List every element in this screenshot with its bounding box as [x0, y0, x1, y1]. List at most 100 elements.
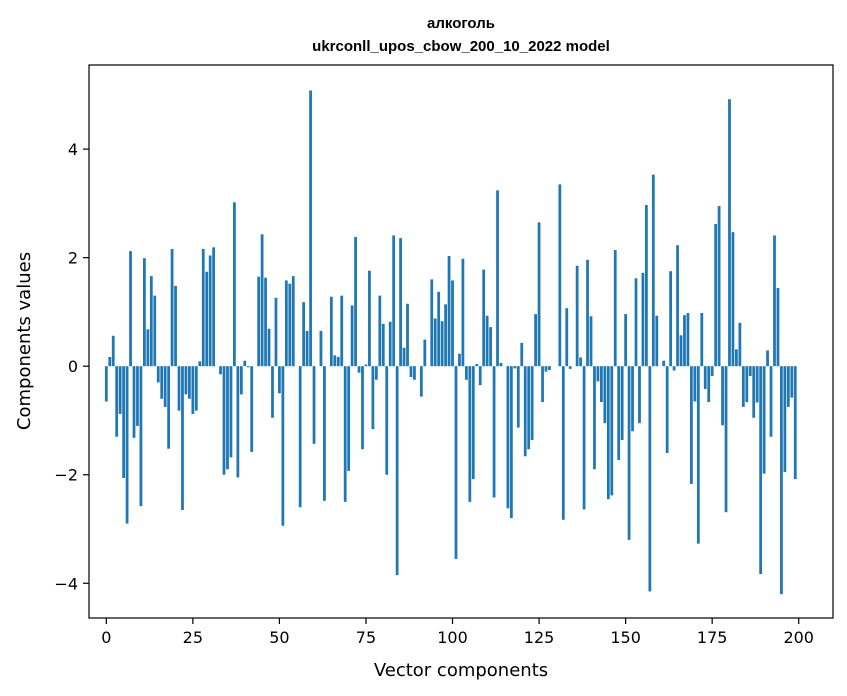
bar: [156, 366, 160, 383]
bar: [471, 366, 475, 480]
bar: [381, 323, 385, 367]
bar: [364, 364, 368, 367]
bar: [627, 366, 631, 540]
bar: [530, 366, 534, 440]
bar: [662, 360, 666, 367]
bar: [388, 321, 392, 367]
bar: [786, 366, 790, 407]
bar: [464, 366, 468, 380]
bar: [205, 271, 209, 367]
bar: [392, 235, 396, 367]
bar: [714, 224, 718, 367]
bar: [419, 366, 423, 397]
bar: [167, 366, 171, 449]
bar: [246, 366, 250, 368]
bar: [181, 366, 184, 510]
bar: [731, 232, 735, 367]
bar: [264, 277, 267, 367]
bar: [696, 366, 700, 544]
bar: [108, 356, 112, 367]
bar: [208, 255, 212, 367]
bar: [437, 291, 441, 367]
bar: [568, 366, 572, 369]
bars-group: [104, 90, 797, 595]
bar: [371, 366, 375, 430]
bar: [222, 366, 226, 475]
bar: [139, 366, 143, 507]
bar: [631, 366, 634, 432]
bar: [291, 276, 295, 367]
bar: [679, 335, 683, 367]
bar: [492, 366, 496, 498]
bar: [184, 366, 188, 395]
bar: [520, 342, 524, 367]
bar: [343, 366, 347, 502]
bar: [329, 296, 333, 367]
bar: [132, 366, 136, 438]
bar: [198, 361, 202, 367]
bar: [170, 248, 174, 367]
bar: [641, 272, 645, 367]
bar: [624, 314, 628, 367]
bar: [340, 295, 344, 367]
bar: [385, 366, 389, 475]
bar: [399, 238, 402, 367]
bar: [741, 366, 745, 407]
bar: [201, 248, 205, 367]
bar: [648, 366, 652, 592]
bar: [361, 366, 364, 450]
bar: [350, 305, 354, 367]
x-tick-label: 75: [356, 628, 376, 647]
bar: [378, 295, 382, 367]
x-tick-label: 175: [697, 628, 728, 647]
x-tick-label: 125: [524, 628, 555, 647]
bar: [413, 366, 416, 380]
bar: [212, 247, 216, 367]
bar: [589, 316, 593, 367]
bar: [766, 350, 769, 367]
bar: [593, 366, 596, 470]
bar: [683, 315, 686, 367]
bar: [191, 366, 195, 414]
bar: [136, 366, 139, 426]
bar: [482, 269, 486, 367]
bar: [163, 366, 167, 407]
bar: [374, 366, 378, 380]
bar: [603, 366, 607, 424]
bar: [790, 366, 794, 398]
bar: [724, 366, 728, 513]
bar: [423, 339, 427, 367]
bar: [565, 308, 569, 367]
bar: [115, 366, 119, 437]
y-tick-label: −4: [54, 574, 78, 593]
bar: [129, 251, 132, 367]
bar: [478, 366, 482, 386]
bar: [281, 366, 285, 526]
bar: [461, 258, 465, 367]
bar: [738, 322, 742, 367]
bar: [233, 202, 236, 367]
bar: [433, 318, 437, 367]
bar: [523, 366, 527, 457]
bar: [409, 366, 413, 378]
bar: [561, 366, 565, 520]
bar: [745, 366, 749, 403]
bar: [260, 234, 264, 367]
bar: [368, 270, 371, 367]
bar: [305, 330, 309, 367]
x-axis-label: Vector components: [374, 660, 548, 681]
bar: [177, 366, 181, 411]
x-tick-label: 50: [269, 628, 289, 647]
bar: [153, 295, 157, 367]
bar: [354, 237, 357, 367]
bar: [527, 366, 531, 450]
bar: [600, 366, 603, 403]
bar: [274, 297, 278, 367]
bar: [728, 99, 731, 367]
y-axis-ticks: −4 −2 0 2 4: [54, 140, 89, 593]
bar: [226, 366, 229, 470]
bar: [336, 356, 340, 367]
bar: [288, 283, 292, 367]
bar: [118, 366, 122, 414]
bar: [111, 335, 115, 367]
